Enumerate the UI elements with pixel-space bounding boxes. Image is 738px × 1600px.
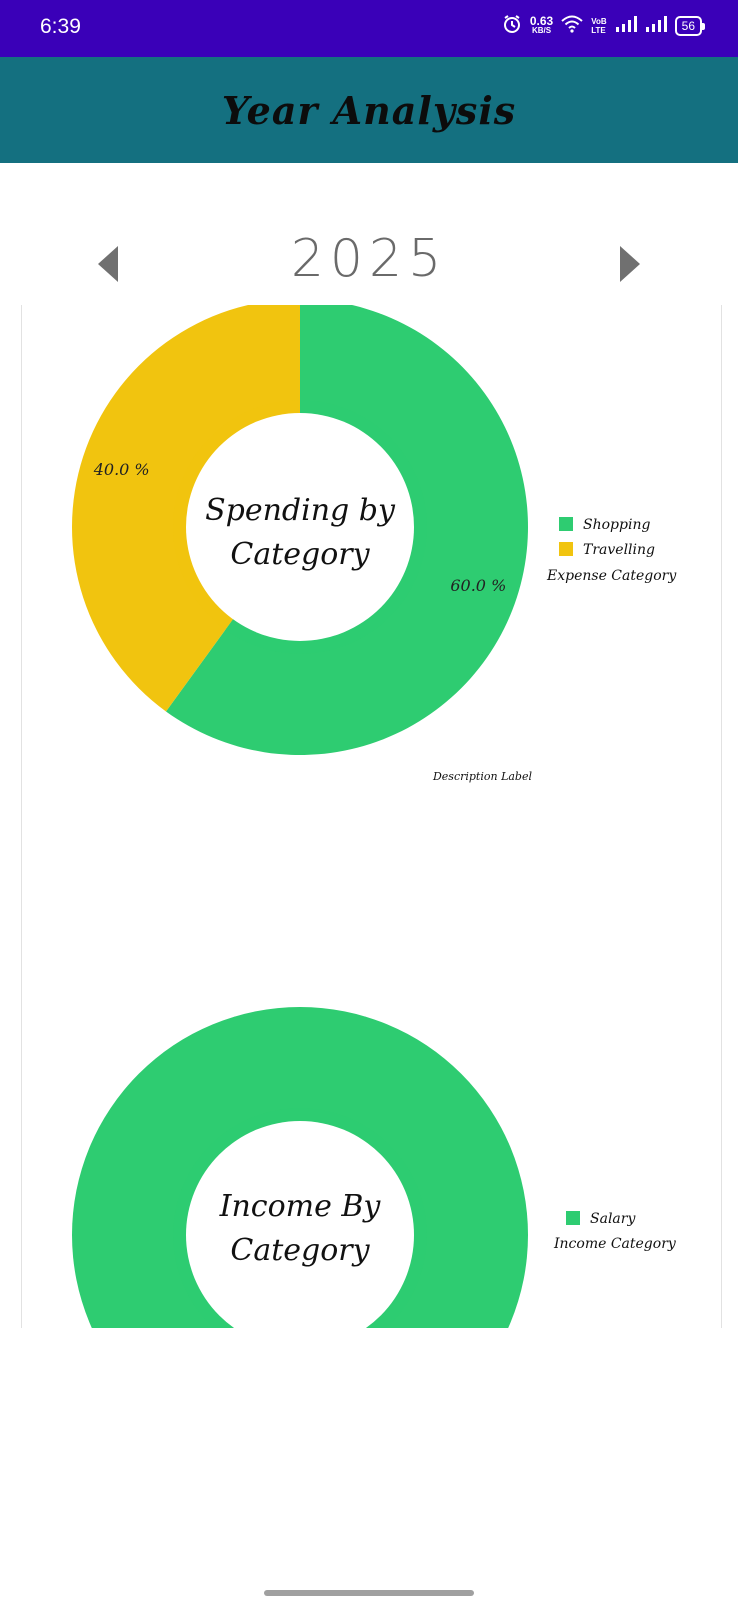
gesture-nav-bar[interactable] [264,1590,474,1596]
network-speed-value: 0.63 [529,14,554,28]
income-center-title-line1: Income By [219,1189,382,1224]
spending-donut-chart[interactable]: Spending by Category 60.0 % 40.0 % Shoppi… [22,299,721,913]
income-donut-chart[interactable]: Income By Category Salary Income Categor… [22,913,721,1328]
legend-swatch-travelling [559,542,573,556]
volte-indicator: VoB LTE [591,17,606,35]
network-speed: 0.63 KB/S [529,14,554,36]
income-chart-card: Income By Category Salary Income Categor… [21,913,722,1328]
network-speed-unit: KB/S [531,26,552,35]
app-bar: Year Analysis [0,57,738,163]
value-label-travelling: 40.0 % [93,460,150,479]
spending-center-title-line2: Category [230,537,370,572]
year-navigation: 2025 [0,225,738,305]
spending-chart-card: Spending by Category 60.0 % 40.0 % Shoppi… [21,299,722,914]
legend-swatch-shopping [559,517,573,531]
alarm-icon [502,14,522,38]
wifi-icon [561,15,583,37]
legend-label-travelling: Travelling [583,542,655,558]
signal-icon-2 [645,16,667,36]
status-time: 6:39 [40,15,81,38]
volte-top: VoB [591,17,607,26]
legend-label-salary: Salary [590,1211,636,1227]
status-icons: 0.63 KB/S VoB LTE 56 [502,14,706,38]
legend-label-shopping: Shopping [583,517,650,533]
volte-bottom: LTE [591,26,606,35]
donut-hole [186,413,414,641]
page-title: Year Analysis [221,87,517,133]
legend-title: Expense Category [546,568,677,584]
income-center-title-line2: Category [230,1233,370,1268]
year-label: 2025 [290,229,448,289]
chart-description: Description Label [432,770,533,783]
legend-title: Income Category [553,1236,677,1252]
value-label-shopping: 60.0 % [450,576,506,595]
battery-icon: 56 [674,16,706,36]
previous-year-button[interactable] [98,246,118,282]
legend-swatch-salary [566,1211,580,1225]
signal-icon [615,16,637,36]
donut-hole [186,1121,414,1328]
spending-center-title-line1: Spending by [205,493,396,528]
next-year-button[interactable] [620,246,640,282]
status-bar: 6:39 0.63 KB/S VoB LTE 56 [0,0,738,57]
